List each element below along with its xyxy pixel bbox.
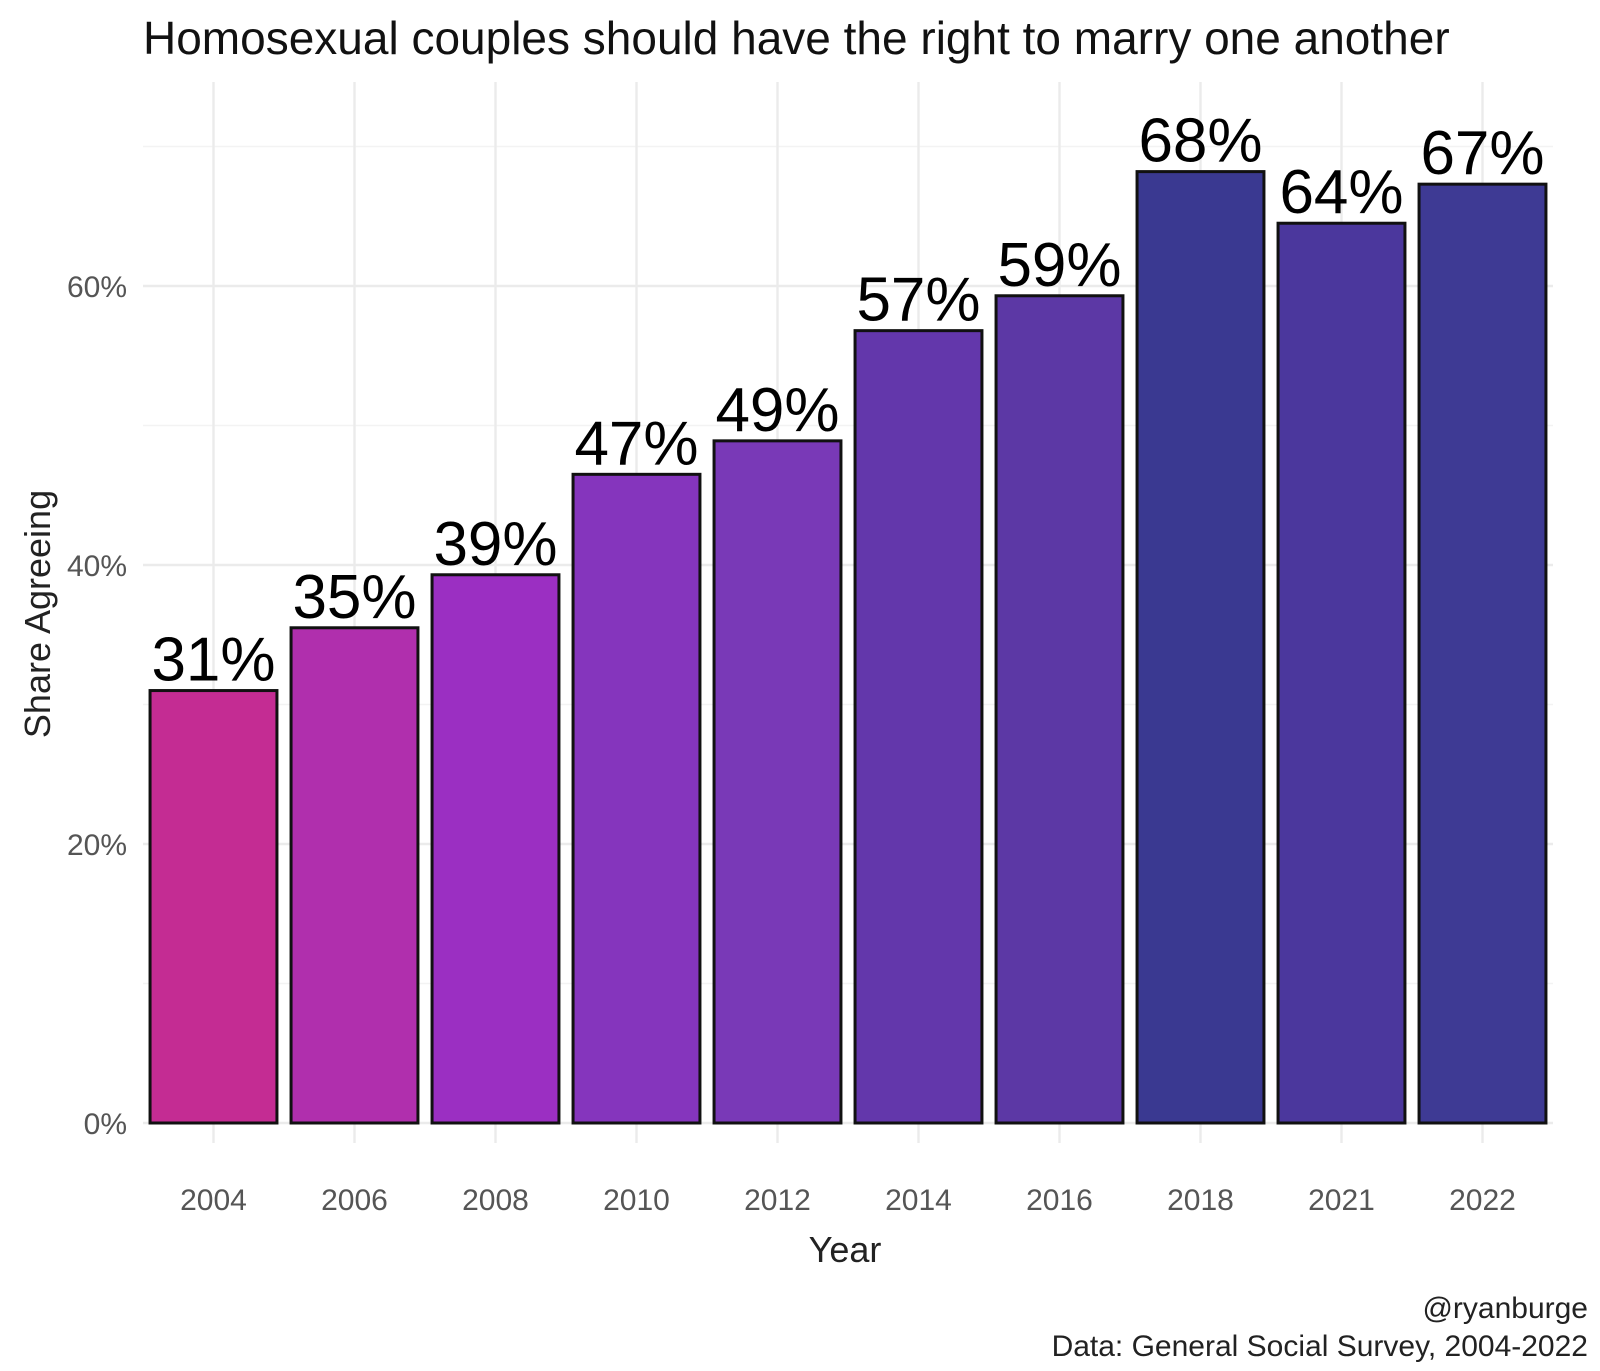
value-label-2021: 64% <box>1279 158 1403 227</box>
value-label-2014: 57% <box>856 266 980 335</box>
bar-2008 <box>430 573 561 1125</box>
x-tick-label: 2008 <box>462 1184 529 1217</box>
y-tick-label: 0% <box>84 1108 127 1141</box>
x-tick-label: 2004 <box>180 1184 247 1217</box>
x-axis-ticks: 2004 2006 2008 2010 2012 2014 2016 2018 2021 2022 <box>180 1184 1516 1217</box>
x-tick-label: 2016 <box>1026 1184 1093 1217</box>
x-tick-label: 2014 <box>885 1184 952 1217</box>
value-label-2012: 49% <box>715 376 839 445</box>
bar-2021 <box>1276 221 1407 1125</box>
bar-2014 <box>853 329 984 1125</box>
bar-2004 <box>148 689 279 1125</box>
x-tick-label: 2006 <box>321 1184 388 1217</box>
value-label-2016: 59% <box>997 231 1121 300</box>
bar-2010 <box>571 472 702 1125</box>
y-tick-label: 40% <box>67 550 127 583</box>
value-label-2008: 39% <box>433 510 557 579</box>
x-axis-title: Year <box>809 1229 882 1270</box>
value-label-2022: 67% <box>1420 119 1544 188</box>
y-axis-title: Share Agreeing <box>17 490 58 738</box>
y-tick-label: 20% <box>67 829 127 862</box>
bar-2012 <box>712 439 843 1125</box>
value-label-2004: 31% <box>151 626 275 695</box>
value-label-2006: 35% <box>292 563 416 632</box>
x-tick-label: 2021 <box>1308 1184 1375 1217</box>
value-label-2010: 47% <box>574 409 698 478</box>
x-tick-label: 2010 <box>603 1184 670 1217</box>
caption-source: Data: General Social Survey, 2004-2022 <box>1052 1330 1588 1363</box>
bar-2016 <box>994 294 1125 1125</box>
bars <box>148 170 1548 1125</box>
value-label-2018: 68% <box>1138 107 1262 176</box>
x-tick-label: 2012 <box>744 1184 811 1217</box>
y-axis-ticks: 0% 20% 40% 60% <box>67 271 127 1141</box>
x-tick-label: 2018 <box>1167 1184 1234 1217</box>
value-labels: 31%35%39%47% 49%57%59%68%64%67% <box>151 107 1544 695</box>
bar-2018 <box>1135 170 1266 1125</box>
bar-2022 <box>1417 182 1548 1125</box>
y-tick-label: 60% <box>67 271 127 304</box>
x-tick-label: 2022 <box>1449 1184 1516 1217</box>
caption-handle: @ryanburge <box>1422 1292 1588 1325</box>
chart-title: Homosexual couples should have the right… <box>143 12 1450 64</box>
bar-2006 <box>289 626 420 1125</box>
